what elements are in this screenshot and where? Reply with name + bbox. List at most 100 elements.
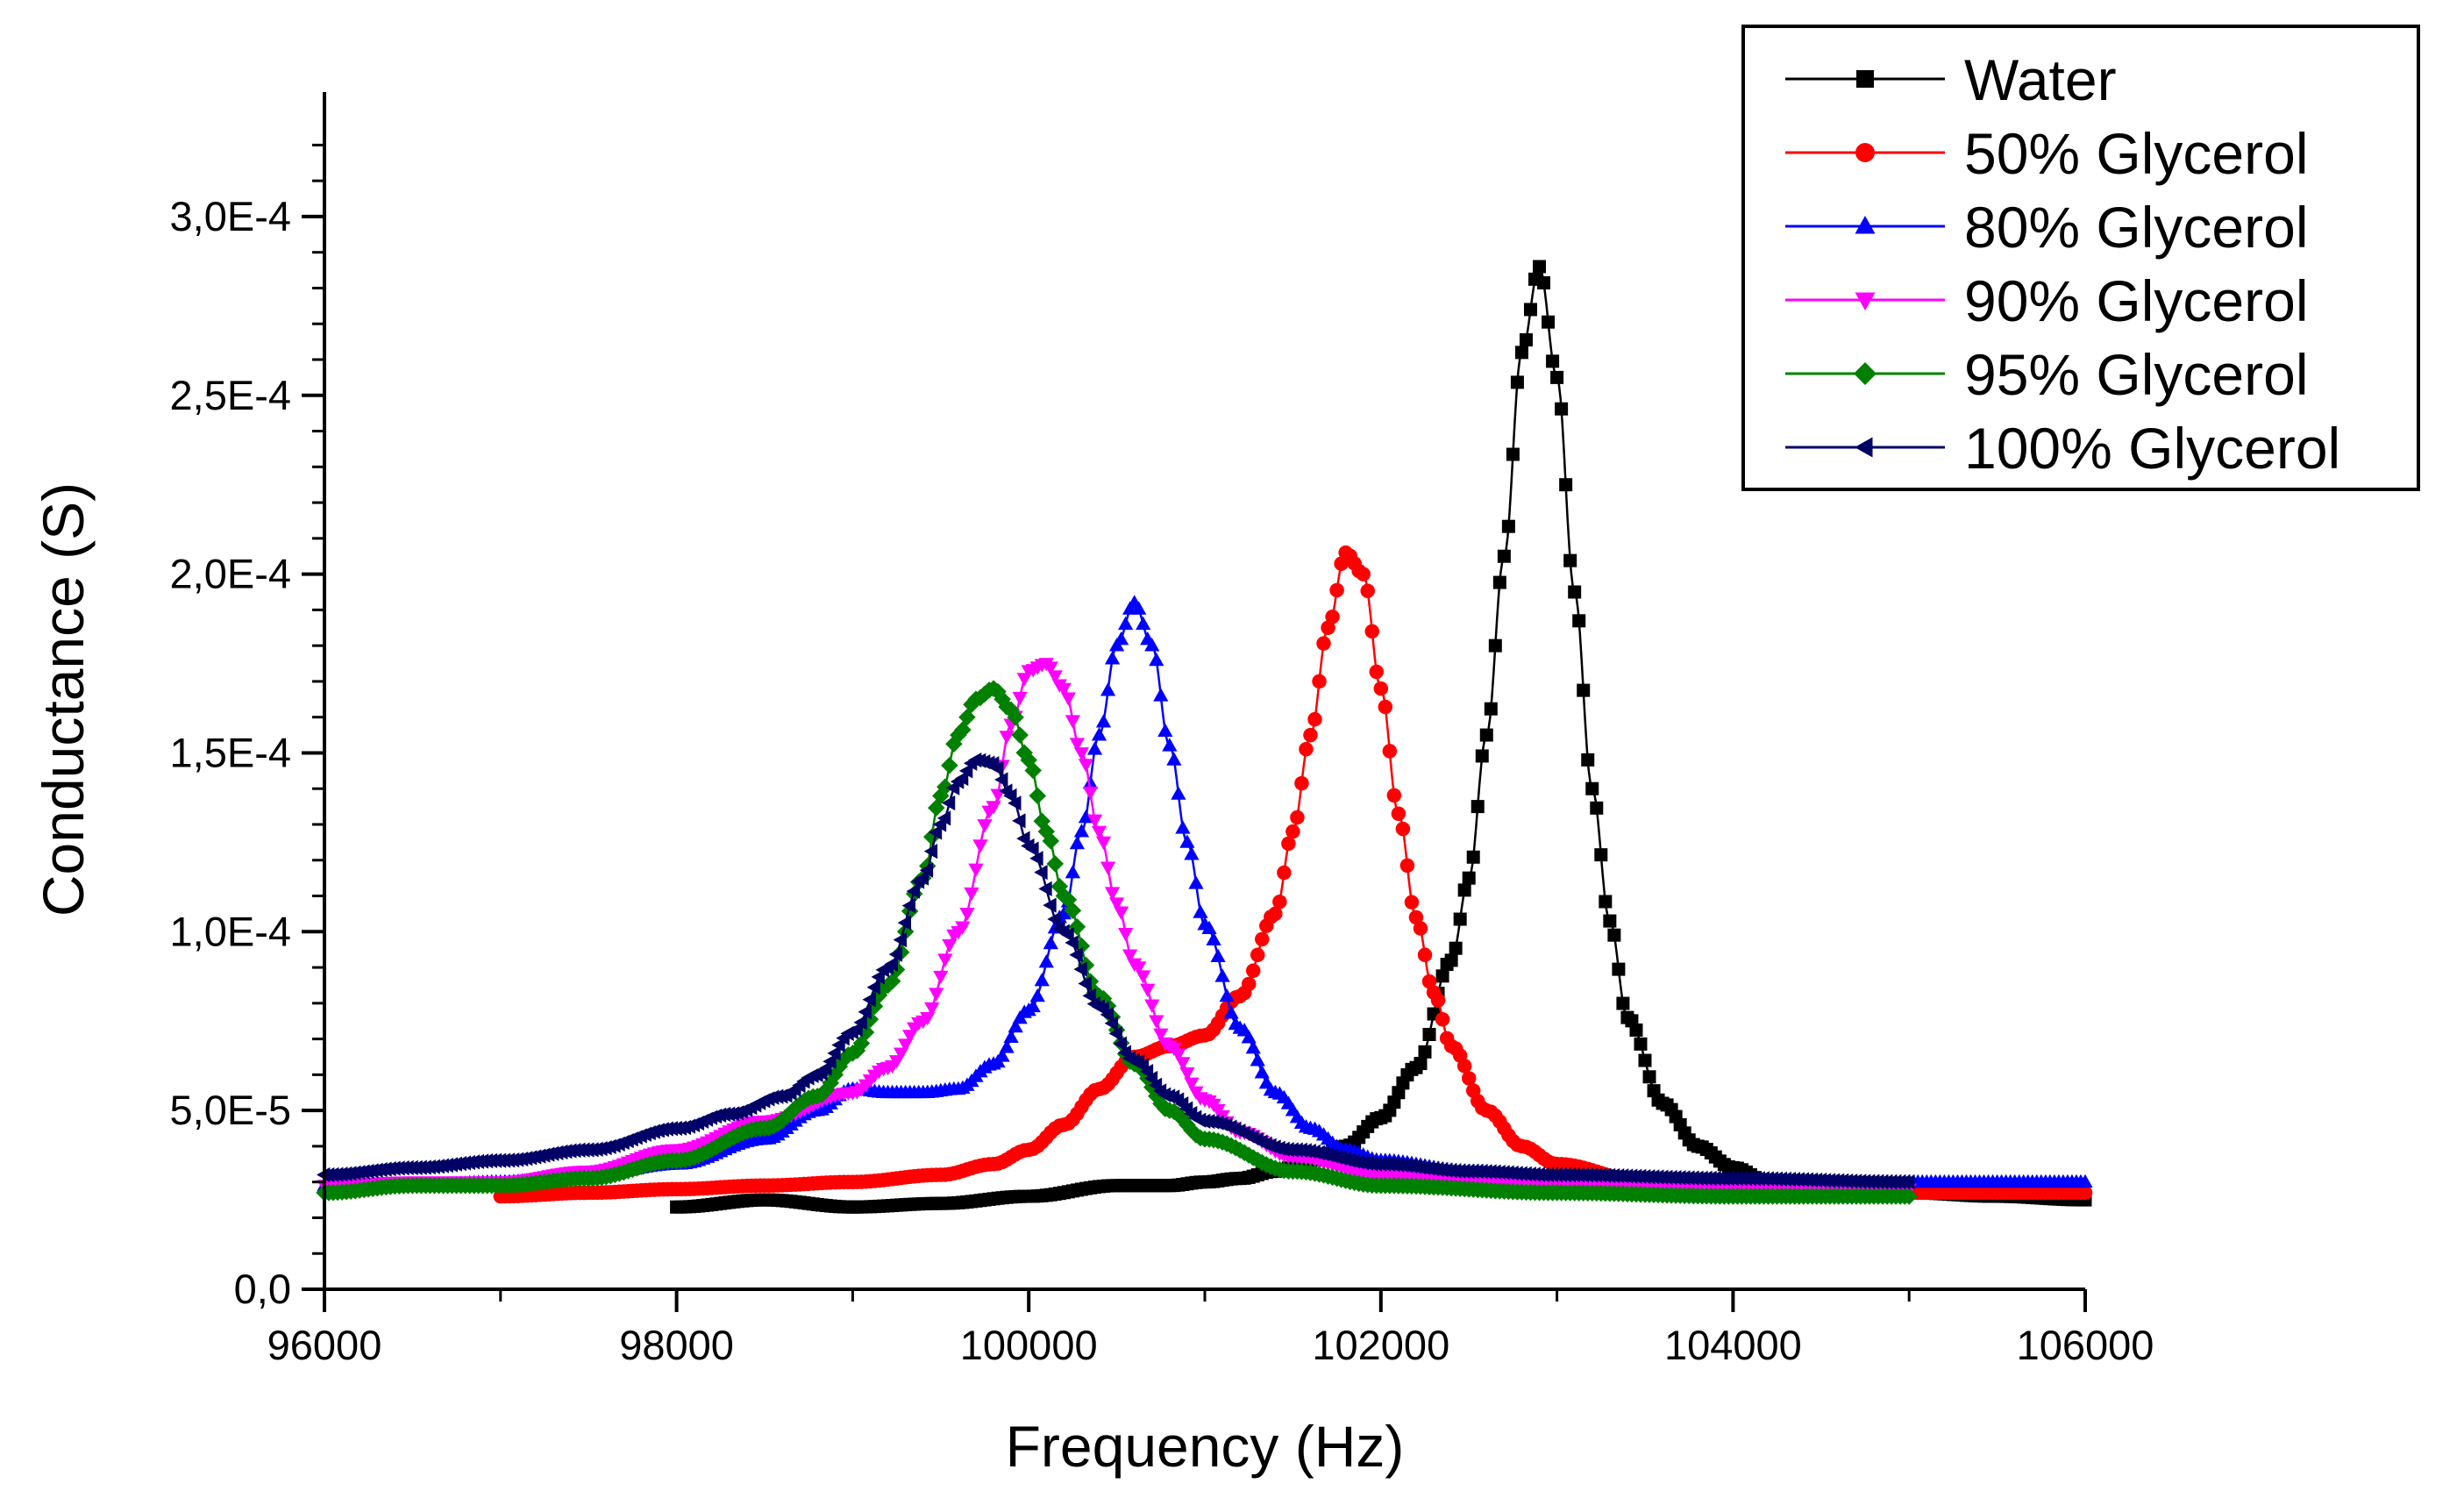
series-point-80pct-glycerol: [1118, 616, 1134, 631]
series-point-90pct-glycerol: [1149, 1015, 1164, 1029]
series-point-water: [1607, 928, 1621, 942]
series-point-water: [1612, 962, 1626, 976]
series-point-50pct-glycerol: [1373, 681, 1389, 696]
series-point-80pct-glycerol: [1073, 824, 1090, 838]
y-tick-label: 5,0E-5: [170, 1087, 291, 1133]
series-point-95pct-glycerol: [1029, 787, 1046, 805]
series-point-80pct-glycerol: [1241, 1030, 1257, 1044]
series-point-80pct-glycerol: [1223, 1005, 1239, 1019]
series-point-90pct-glycerol: [1060, 692, 1077, 706]
y-axis-title: Conductance (S): [31, 482, 96, 917]
series-point-water: [1563, 553, 1577, 567]
series-point-80pct-glycerol: [1171, 786, 1186, 800]
series-point-50pct-glycerol: [1404, 895, 1420, 910]
series-point-50pct-glycerol: [1356, 567, 1371, 581]
series-point-95pct-glycerol: [1024, 761, 1042, 780]
series-point-90pct-glycerol: [1091, 825, 1107, 840]
series-point-80pct-glycerol: [1250, 1052, 1265, 1066]
series-point-100pct-glycerol: [936, 810, 951, 826]
series-point-80pct-glycerol: [1091, 727, 1107, 741]
series-point-water: [1629, 1023, 1643, 1037]
series-point-100pct-glycerol: [1901, 1174, 1915, 1190]
series-point-100pct-glycerol: [1073, 961, 1087, 977]
series-point-50pct-glycerol: [1386, 788, 1402, 803]
series-point-100pct-glycerol: [823, 1053, 837, 1069]
series-point-100pct-glycerol: [1029, 851, 1043, 867]
series-100pct-glycerol: [317, 752, 1915, 1190]
series-point-water: [1638, 1053, 1652, 1067]
series-point-80pct-glycerol: [1153, 688, 1169, 702]
series-point-50pct-glycerol: [1329, 582, 1344, 598]
series-point-90pct-glycerol: [1136, 970, 1151, 984]
series-point-water: [1577, 683, 1591, 697]
series-point-100pct-glycerol: [1069, 947, 1083, 963]
series-point-water: [1466, 850, 1480, 864]
series-point-95pct-glycerol: [1046, 855, 1065, 873]
series-point-80pct-glycerol: [1038, 953, 1054, 968]
x-tick-label: 102000: [1312, 1322, 1449, 1368]
series-point-90pct-glycerol: [929, 988, 944, 1002]
series-point-100pct-glycerol: [941, 795, 956, 811]
series-point-100pct-glycerol: [994, 772, 1008, 788]
series-point-100pct-glycerol: [990, 760, 1004, 776]
series-point-90pct-glycerol: [1108, 897, 1125, 911]
series-point-50pct-glycerol: [1312, 674, 1327, 689]
y-tick-label: 1,0E-4: [170, 908, 291, 954]
series-point-water: [1449, 941, 1463, 955]
series-point-90pct-glycerol: [959, 908, 975, 922]
series-point-90pct-glycerol: [977, 819, 993, 833]
series-point-100pct-glycerol: [1038, 881, 1052, 897]
legend-label: 90% Glycerol: [1964, 268, 2309, 333]
series-point-100pct-glycerol: [915, 870, 929, 886]
series-point-80pct-glycerol: [1113, 631, 1129, 646]
series-point-water: [1555, 402, 1569, 416]
series-point-80pct-glycerol: [1086, 741, 1103, 755]
legend-label: 95% Glycerol: [1964, 342, 2309, 407]
series-point-90pct-glycerol: [937, 953, 953, 967]
series-point-100pct-glycerol: [919, 862, 934, 878]
series-point-100pct-glycerol: [1060, 926, 1074, 943]
y-tick-label: 2,0E-4: [170, 551, 291, 597]
series-point-100pct-glycerol: [1078, 975, 1092, 992]
series-point-100pct-glycerol: [1108, 1025, 1122, 1042]
series-point-water: [1418, 1045, 1432, 1059]
series-point-80pct-glycerol: [1206, 931, 1221, 945]
series-point-90pct-glycerol: [920, 1011, 936, 1026]
series-point-100pct-glycerol: [1104, 1016, 1118, 1031]
series-point-90pct-glycerol: [1082, 786, 1099, 801]
series-point-50pct-glycerol: [1369, 664, 1385, 680]
series-point-80pct-glycerol: [1157, 723, 1173, 737]
series-point-90pct-glycerol: [1086, 814, 1103, 829]
series-point-95pct-glycerol: [941, 756, 958, 774]
legend-entry-water: Water: [1785, 47, 2117, 112]
series-point-water: [1501, 519, 1515, 533]
series-point-90pct-glycerol: [1095, 836, 1112, 851]
series-point-50pct-glycerol: [1360, 583, 1375, 598]
legend-label: 80% Glycerol: [1964, 195, 2309, 260]
series-point-90pct-glycerol: [1104, 887, 1121, 901]
series-point-80pct-glycerol: [1188, 875, 1204, 889]
series-point-water: [1581, 753, 1595, 767]
series-point-100pct-glycerol: [1100, 1007, 1114, 1023]
legend-marker: [1854, 362, 1876, 385]
series-point-80pct-glycerol: [1201, 920, 1217, 935]
series-point-90pct-glycerol: [964, 887, 979, 902]
series-point-80pct-glycerol: [1219, 988, 1235, 1002]
series-point-80pct-glycerol: [1100, 682, 1116, 696]
legend-entry-50pct-glycerol: 50% Glycerol: [1785, 121, 2309, 186]
series-point-90pct-glycerol: [955, 921, 971, 935]
series-point-90pct-glycerol: [1131, 961, 1147, 975]
series-point-100pct-glycerol: [888, 946, 902, 962]
series-point-50pct-glycerol: [1456, 1059, 1472, 1074]
series-point-water: [1590, 801, 1604, 815]
series-point-90pct-glycerol: [1153, 1028, 1169, 1043]
series-point-water: [1488, 638, 1502, 653]
series-point-100pct-glycerol: [954, 770, 969, 787]
series-point-water: [1462, 871, 1476, 885]
series-point-water: [1546, 354, 1560, 368]
series-point-80pct-glycerol: [1104, 651, 1121, 665]
series-point-90pct-glycerol: [1056, 682, 1072, 697]
series-point-50pct-glycerol: [1435, 1011, 1450, 1027]
series-point-water: [1497, 549, 1511, 563]
series-point-50pct-glycerol: [1430, 993, 1446, 1008]
